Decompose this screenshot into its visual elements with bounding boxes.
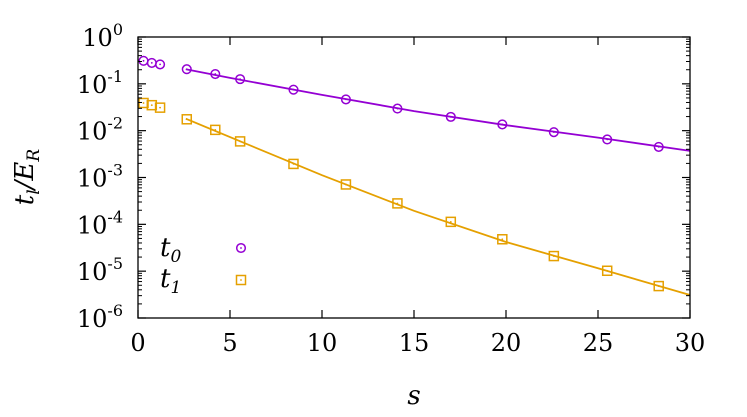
data-point-t1	[392, 198, 403, 209]
data-point-t1	[548, 250, 560, 262]
legend-marker-t0	[235, 242, 247, 254]
data-point-t1	[601, 265, 613, 277]
data-point-t1	[181, 114, 193, 125]
data-point-center	[214, 128, 217, 131]
y-tick-label: 10-6	[77, 301, 123, 333]
y-axis-label: tl/ER	[10, 149, 44, 206]
legend: t0 t1	[160, 233, 247, 298]
x-tick-label: 20	[491, 329, 522, 357]
data-point-center	[396, 202, 399, 205]
data-point-center	[606, 138, 609, 141]
data-point-center	[142, 59, 145, 62]
data-point-center	[239, 140, 242, 143]
y-axis-label-main: t	[10, 194, 40, 205]
x-tick-label: 10	[307, 329, 338, 357]
data-point-center	[449, 220, 452, 223]
data-point-t1	[210, 124, 221, 136]
data-point-center	[552, 255, 555, 257]
y-axis-label-den-sub: R	[24, 149, 44, 163]
data-point-t0	[392, 103, 403, 114]
data-point-center	[214, 73, 217, 75]
data-point-center	[552, 131, 555, 134]
x-tick-label: 30	[675, 329, 706, 357]
data-point-t1	[154, 102, 166, 113]
y-axis-label-sub: l	[24, 189, 44, 194]
data-point-center	[159, 63, 161, 66]
data-point-center	[606, 269, 609, 272]
data-point-center	[185, 118, 188, 121]
data-point-center	[239, 78, 242, 81]
x-tick-label: 0	[130, 329, 145, 357]
data-point-center	[657, 146, 660, 148]
data-point-center	[142, 102, 145, 104]
data-point-t1	[445, 216, 457, 228]
data-point-center	[345, 98, 347, 101]
x-tick-label: 5	[222, 329, 237, 357]
legend-label-t0: t0	[160, 233, 181, 267]
y-tick-label: 10-4	[77, 207, 123, 239]
data-point-center	[150, 104, 153, 107]
data-point-t0	[445, 111, 456, 122]
data-point-t0	[155, 59, 166, 70]
data-point-center	[159, 106, 161, 109]
fit-line-1	[185, 117, 691, 296]
data-point-center	[292, 163, 295, 165]
data-point-t1	[653, 280, 664, 292]
data-point-t0	[497, 119, 508, 130]
data-point-t0	[181, 64, 192, 75]
data-point-t1	[234, 136, 246, 147]
data-point-center	[345, 183, 347, 186]
x-tick-label: 25	[583, 329, 614, 357]
data-point-t0	[340, 94, 351, 105]
fit-line-0	[185, 68, 691, 152]
data-point-center	[150, 61, 153, 64]
data-point-t0	[210, 68, 221, 80]
y-axis-label-slash: /	[10, 178, 40, 192]
legend-label-t1-sub: 1	[170, 278, 181, 298]
data-point-t0	[235, 74, 246, 85]
data-point-center	[501, 238, 504, 241]
data-point-center	[449, 115, 452, 118]
y-tick-label: 100	[82, 20, 123, 52]
y-tick-label: 10-1	[77, 67, 123, 99]
data-point-center	[501, 123, 504, 126]
data-point-center	[396, 107, 399, 110]
data-point-t1	[288, 158, 299, 170]
data-point-center	[292, 88, 295, 91]
legend-label-t0-main: t	[160, 233, 171, 263]
legend-marker-t1-dot	[240, 279, 242, 281]
x-tick-label: 15	[399, 329, 430, 357]
data-point-t0	[602, 134, 613, 145]
legend-label-t1: t1	[160, 264, 181, 298]
data-point-t0	[288, 84, 299, 95]
x-axis-label: s	[407, 381, 420, 411]
data-point-t1	[340, 179, 352, 190]
data-point-t0	[548, 127, 559, 138]
legend-marker-t1	[235, 274, 247, 286]
data-point-t1	[497, 234, 508, 245]
data-point-center	[657, 285, 660, 287]
y-tick-label: 10-5	[77, 254, 123, 286]
legend-label-t1-main: t	[160, 264, 171, 294]
y-axis-label-den: E	[10, 162, 40, 182]
data-point-t0	[653, 141, 664, 152]
legend-marker-t0-dot	[240, 247, 242, 249]
legend-label-t0-sub: 0	[170, 247, 181, 267]
data-point-center	[185, 68, 188, 71]
y-tick-label: 10-2	[77, 114, 123, 146]
y-tick-label: 10-3	[77, 161, 123, 193]
